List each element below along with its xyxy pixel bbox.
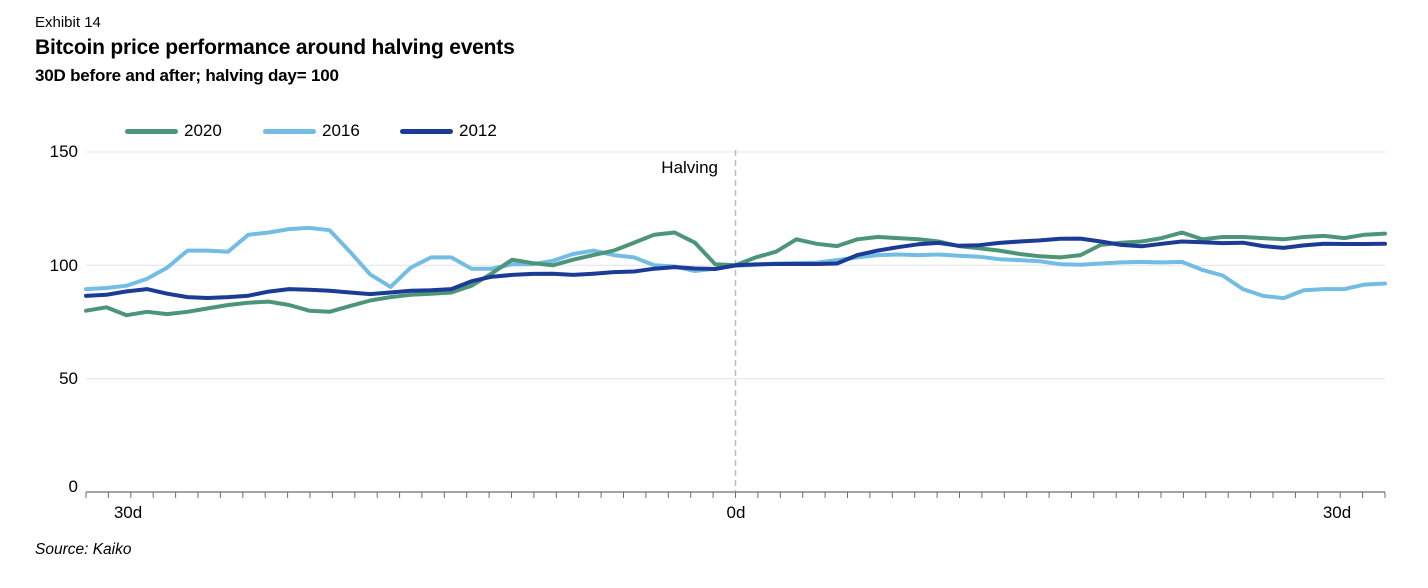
page-title: Bitcoin price performance around halving… xyxy=(35,36,515,59)
legend-swatch-2020 xyxy=(125,128,178,134)
page-subtitle: 30D before and after; halving day= 100 xyxy=(35,66,339,85)
x-tick-label-0d: 0d xyxy=(726,503,746,522)
legend-swatch-2016 xyxy=(263,128,316,134)
x-tick-label-plus30d: 30d xyxy=(1322,503,1352,522)
series-2012-line xyxy=(84,236,1387,300)
halving-annotation: Halving xyxy=(661,158,718,177)
legend-label-2020: 2020 xyxy=(184,121,222,140)
legend-label-2016: 2016 xyxy=(322,121,360,140)
legend-label-2012: 2012 xyxy=(459,121,497,140)
legend-item-2012: 2012 xyxy=(400,121,497,141)
source-note: Source: Kaiko xyxy=(35,541,132,558)
legend: 2020 2016 2012 xyxy=(0,121,1428,141)
x-tick-label-minus30d: 30d xyxy=(113,503,143,522)
legend-item-2016: 2016 xyxy=(263,121,360,141)
y-tick-label-150: 150 xyxy=(49,142,78,161)
exhibit-label: Exhibit 14 xyxy=(35,14,101,31)
legend-swatch-2012 xyxy=(400,128,453,134)
legend-item-2020: 2020 xyxy=(125,121,222,141)
y-tick-label-50: 50 xyxy=(59,369,78,388)
y-tick-label-0: 0 xyxy=(68,477,78,496)
y-tick-label-100: 100 xyxy=(49,256,78,275)
